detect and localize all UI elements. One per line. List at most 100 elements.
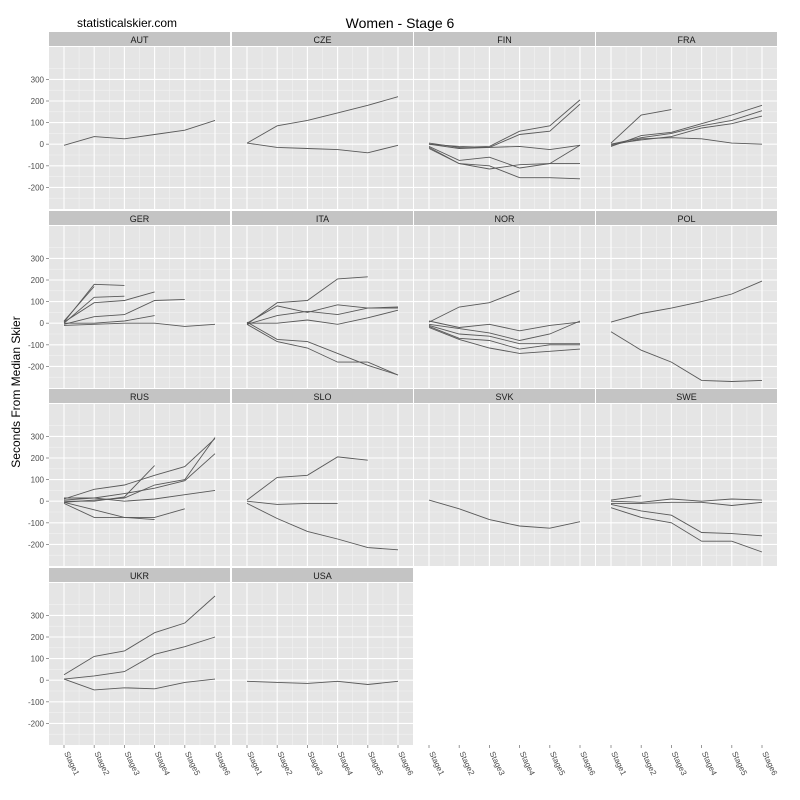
panel-strip-label: RUS: [130, 392, 149, 402]
x-axis-col1: Stage1 Stage2 Stage3 Stage4 Stage5 Stage6: [62, 745, 232, 777]
series-line: [428, 148, 581, 180]
series-line: [428, 143, 581, 151]
series-line: [428, 499, 581, 529]
facet-panels: AUT -200 -100 0 100 200 300 CZE FIN FRA GER -200 -10…: [28, 32, 777, 745]
series-line: [610, 503, 763, 537]
panel-strip-label: POL: [677, 214, 695, 224]
panel-strip: [414, 32, 595, 46]
panel-strip-label: ITA: [316, 214, 329, 224]
series-line: [246, 276, 368, 325]
y-tick-label: 200: [31, 454, 45, 463]
y-tick-label: 300: [31, 432, 45, 441]
panel-strip-label: GER: [130, 214, 150, 224]
panel-rus: RUS -200 -100 0 100 200 300: [28, 389, 230, 566]
series-line: [610, 495, 642, 501]
series-line: [63, 595, 216, 676]
y-tick-label: 300: [31, 611, 45, 620]
panel-ukr: UKR -200 -100 0 100 200 300: [28, 568, 230, 745]
panel-strip-label: SWE: [676, 392, 697, 402]
panel-ger: GER -200 -100 0 100 200 300: [28, 211, 230, 388]
series-line: [428, 324, 580, 345]
series-line: [428, 327, 581, 354]
series-line: [246, 142, 399, 154]
series-line: [428, 103, 581, 149]
y-tick-label: 200: [31, 633, 45, 642]
x-tick-label: Stage4: [336, 750, 355, 777]
panel-strip: [232, 32, 413, 46]
panel-fra: FRA: [596, 32, 777, 209]
panel-strip-label: FRA: [678, 35, 696, 45]
x-tick-label: Stage3: [123, 750, 142, 777]
panel-strip-label: USA: [313, 571, 332, 581]
x-tick-label: Stage2: [457, 750, 476, 777]
series-line: [610, 104, 763, 147]
panel-strip: [232, 389, 413, 403]
y-axis-label: Seconds From Median Skier: [9, 316, 23, 467]
series-line: [428, 144, 581, 169]
x-axes: Stage1 Stage2 Stage3 Stage4 Stage5 Stage6 Stag…: [62, 745, 779, 777]
y-tick-label: 0: [40, 497, 45, 506]
x-axis-col2: Stage1 Stage2 Stage3 Stage4 Stage5 Stage6: [245, 745, 415, 777]
y-tick-label: -200: [28, 719, 45, 728]
panel-strip: [414, 211, 595, 225]
y-tick-label: 200: [31, 97, 45, 106]
panel-aut: AUT -200 -100 0 100 200 300: [28, 32, 230, 209]
y-tick-label: -200: [28, 362, 45, 371]
panel-strip: [49, 568, 230, 582]
panel-strip-label: SLO: [313, 392, 331, 402]
x-tick-label: Stage2: [639, 750, 658, 777]
series-line: [246, 323, 399, 376]
panel-strip: [232, 568, 413, 582]
panel-slo: SLO: [232, 389, 413, 566]
series-line: [610, 110, 763, 145]
x-tick-label: Stage4: [700, 750, 719, 777]
series-line: [63, 437, 216, 503]
series-line: [63, 322, 216, 327]
series-line: [247, 309, 399, 325]
y-tick-label: -100: [28, 698, 45, 707]
site-label: statisticalskier.com: [77, 16, 177, 30]
series-line: [63, 298, 185, 325]
x-tick-label: Stage5: [183, 750, 202, 777]
series-line: [63, 636, 216, 680]
x-tick-label: Stage3: [488, 750, 507, 777]
panel-strip: [49, 32, 230, 46]
x-tick-label: Stage6: [213, 750, 232, 777]
series-line: [428, 325, 580, 350]
series-line: [610, 331, 763, 382]
series-line: [63, 286, 95, 322]
panel-nor: NOR: [414, 211, 595, 388]
panel-cze: CZE: [232, 32, 413, 209]
y-tick-label: -200: [28, 540, 45, 549]
x-tick-label: Stage4: [518, 750, 537, 777]
y-tick-label: -100: [28, 162, 45, 171]
series-line: [63, 438, 216, 500]
x-tick-label: Stage1: [609, 750, 628, 777]
y-tick-label: 100: [31, 119, 45, 128]
panel-strip: [49, 211, 230, 225]
series-line: [246, 500, 338, 505]
series-line: [428, 320, 581, 332]
series-line: [63, 678, 216, 691]
panel-strip-label: AUT: [131, 35, 150, 45]
series-line: [63, 291, 155, 323]
series-line: [428, 320, 581, 341]
panel-pol: POL: [596, 211, 777, 388]
x-tick-label: Stage2: [92, 750, 111, 777]
x-tick-label: Stage6: [578, 750, 597, 777]
panel-strip-label: SVK: [495, 392, 513, 402]
x-tick-label: Stage6: [760, 750, 779, 777]
series-line: [246, 307, 398, 325]
panel-strip-label: UKR: [130, 571, 150, 581]
series-line: [63, 119, 216, 146]
series-line: [246, 502, 399, 551]
x-tick-label: Stage1: [62, 750, 81, 777]
x-axis-col3: Stage1 Stage2 Stage3 Stage4 Stage5 Stage6: [427, 745, 597, 777]
panel-strip-label: CZE: [314, 35, 332, 45]
series-line: [246, 96, 399, 144]
series-line: [64, 315, 155, 324]
series-line: [610, 498, 763, 503]
x-tick-label: Stage6: [396, 750, 415, 777]
panel-ita: ITA: [232, 211, 413, 388]
y-tick-label: 0: [40, 676, 45, 685]
